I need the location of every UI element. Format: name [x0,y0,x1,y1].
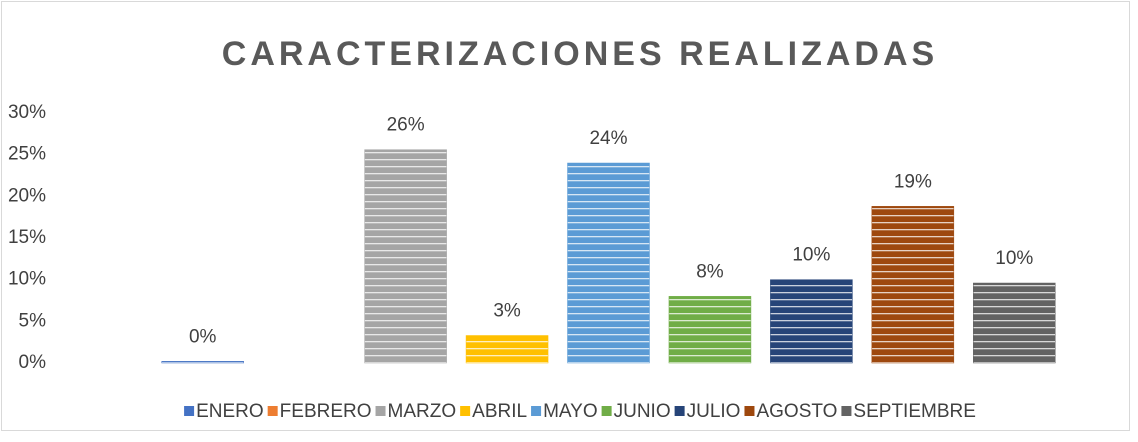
y-tick-label: 10% [8,269,46,290]
legend-swatch [267,406,278,416]
chart-title: CARACTERIZACIONES REALIZADAS [222,35,938,73]
legend-label: FEBRERO [280,401,372,422]
y-tick-label: 20% [8,185,46,206]
legend-swatch [674,406,685,416]
legend-swatch [531,406,542,416]
bar [973,282,1056,364]
legend-label: JULIO [687,401,741,422]
y-tick-label: 15% [8,227,46,248]
legend-label: JUNIO [614,401,671,422]
legend-swatch [375,406,386,416]
data-label: 10% [995,248,1033,269]
legend-swatch [184,406,195,416]
data-label: 19% [894,171,932,192]
legend-label: MARZO [388,401,457,422]
y-tick-label: 30% [8,102,46,123]
legend-label: AGOSTO [756,401,837,422]
bar [668,296,752,364]
legend-swatch [460,406,471,416]
y-tick-label: 5% [19,310,47,331]
legend-label: SEPTIEMBRE [853,401,975,422]
legend-swatch [841,406,852,416]
y-tick-label: 0% [19,352,47,373]
data-label: 24% [589,128,627,149]
bar [364,149,447,364]
data-label: 8% [696,261,724,282]
legend-label: ABRIL [472,401,527,422]
bar [161,361,244,364]
data-label: 3% [493,301,521,322]
bar [871,206,955,364]
legend-label: MAYO [543,401,598,422]
bar [567,162,650,364]
y-tick-label: 25% [8,144,46,165]
legend-swatch [744,406,755,416]
legend-label: ENERO [196,401,264,422]
data-label: 26% [387,115,425,136]
data-label: 10% [792,245,830,266]
legend-swatch [601,406,612,416]
data-label: 0% [189,326,217,347]
bar [465,335,549,364]
bar [770,279,853,364]
